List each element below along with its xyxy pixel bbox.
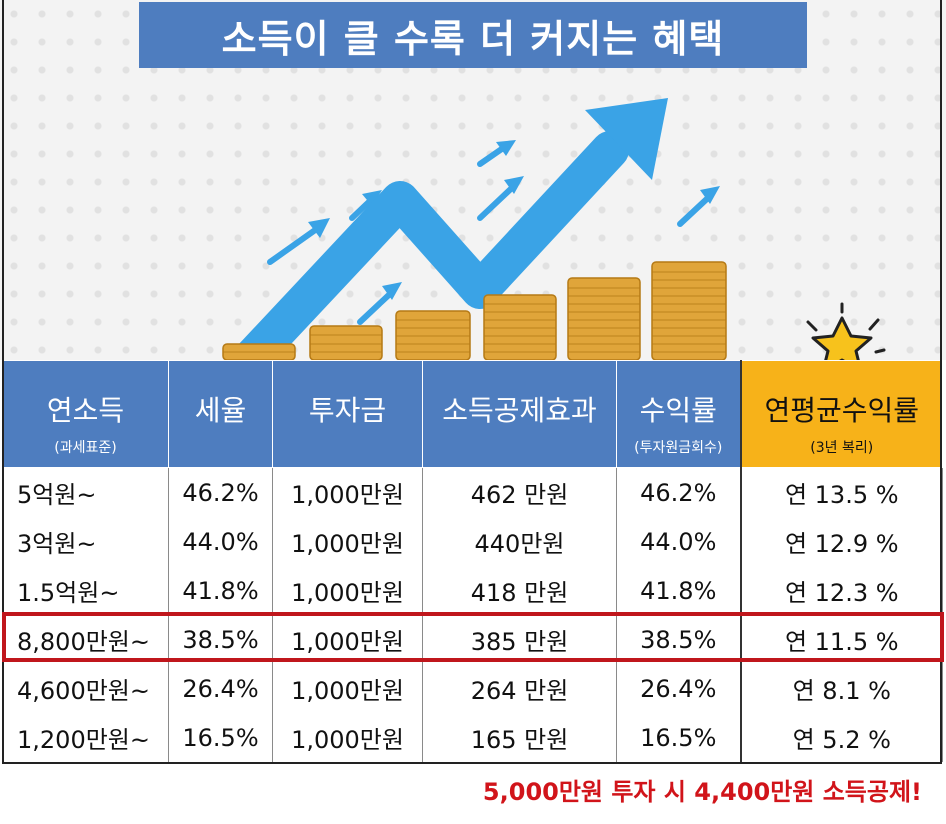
tax-rate-cell: 44.0%	[168, 517, 273, 566]
table-row: 5억원~ 46.2% 1,000만원 462 만원 46.2% 연 13.5 %	[2, 467, 943, 517]
return-rate-cell: 46.2%	[616, 467, 741, 517]
growth-illustration	[222, 98, 886, 362]
annual-return-cell: 연 5.2 %	[739, 713, 943, 762]
table-header-row: 연소득 (과세표준) 세율 투자금 소득공제효과 수익률 (투자원금회수) 연평균수…	[2, 360, 943, 468]
page-title: 소득이 클 수록 더 커지는 혜택	[139, 2, 807, 68]
small-arrow-icon	[267, 140, 720, 325]
tax-rate-cell: 46.2%	[168, 467, 273, 517]
deduction-cell: 440만원	[422, 517, 617, 566]
investment-cell: 1,000만원	[272, 517, 423, 566]
deduction-cell: 418 만원	[422, 566, 617, 615]
coin-stack-icon	[222, 261, 727, 361]
tax-rate-cell: 38.5%	[168, 615, 273, 664]
star-icon	[806, 302, 886, 362]
annual-return-cell: 연 12.3 %	[739, 566, 943, 615]
income-cell: 4,600만원~	[2, 664, 169, 713]
income-cell: 8,800만원~	[2, 615, 169, 664]
deduction-cell: 385 만원	[422, 615, 617, 664]
footnote: 5,000만원 투자 시 4,400만원 소득공제!	[482, 778, 922, 806]
table-row: 4,600만원~ 26.4% 1,000만원 264 만원 26.4% 연 8.…	[2, 664, 943, 713]
deduction-cell: 165 만원	[422, 713, 617, 762]
return-rate-cell: 16.5%	[616, 713, 741, 762]
investment-cell: 1,000만원	[272, 615, 423, 664]
return-rate-cell: 41.8%	[616, 566, 741, 615]
investment-cell: 1,000만원	[272, 467, 423, 517]
header-return-rate: 수익률 (투자원금회수)	[616, 360, 741, 468]
investment-cell: 1,000만원	[272, 713, 423, 762]
header-tax-rate: 세율	[168, 360, 273, 468]
table-row: 1,200만원~ 16.5% 1,000만원 165 만원 16.5% 연 5.…	[2, 713, 943, 762]
return-rate-cell: 44.0%	[616, 517, 741, 566]
return-rate-cell: 26.4%	[616, 664, 741, 713]
annual-return-cell: 연 11.5 %	[739, 615, 943, 664]
income-cell: 1.5억원~	[2, 566, 169, 615]
income-cell: 3억원~	[2, 517, 169, 566]
annual-return-cell: 연 12.9 %	[739, 517, 943, 566]
annual-return-cell: 연 13.5 %	[739, 467, 943, 517]
tax-rate-cell: 26.4%	[168, 664, 273, 713]
tax-benefit-table: 연소득 (과세표준) 세율 투자금 소득공제효과 수익률 (투자원금회수) 연평균수…	[2, 360, 943, 762]
deduction-cell: 462 만원	[422, 467, 617, 517]
header-income: 연소득 (과세표준)	[2, 360, 169, 468]
investment-cell: 1,000만원	[272, 566, 423, 615]
table-row: 1.5억원~ 41.8% 1,000만원 418 만원 41.8% 연 12.3…	[2, 566, 943, 615]
investment-cell: 1,000만원	[272, 664, 423, 713]
header-annual-return: 연평균수익률 (3년 복리)	[739, 360, 943, 468]
header-investment: 투자금	[272, 360, 423, 468]
tax-rate-cell: 41.8%	[168, 566, 273, 615]
deduction-cell: 264 만원	[422, 664, 617, 713]
income-cell: 5억원~	[2, 467, 169, 517]
header-deduction-effect: 소득공제효과	[422, 360, 617, 468]
tax-rate-cell: 16.5%	[168, 713, 273, 762]
return-rate-cell: 38.5%	[616, 615, 741, 664]
table-row-highlighted: 8,800만원~ 38.5% 1,000만원 385 만원 38.5% 연 11…	[2, 615, 943, 664]
table-row: 3억원~ 44.0% 1,000만원 440만원 44.0% 연 12.9 %	[2, 517, 943, 566]
rising-arrow-icon	[231, 98, 668, 362]
annual-return-cell: 연 8.1 %	[739, 664, 943, 713]
income-cell: 1,200만원~	[2, 713, 169, 762]
